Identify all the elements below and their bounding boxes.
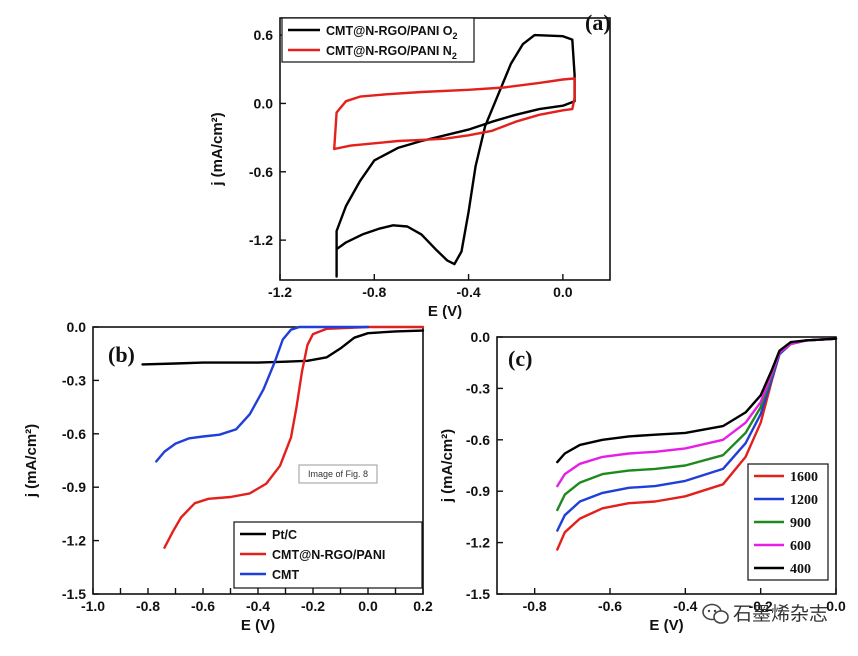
caption-overlay: Image of Fig. 8 bbox=[298, 464, 378, 484]
legend-entry: CMT bbox=[272, 568, 299, 582]
panel-label: (b) bbox=[108, 342, 135, 367]
plot-frame bbox=[496, 336, 837, 595]
series-line-600 bbox=[556, 337, 838, 488]
x-axis-label: E (V) bbox=[649, 617, 683, 634]
legend: Pt/C CMT@N-RGO/PANI CMT bbox=[233, 521, 423, 589]
legend-entry: CMT@N-RGO/PANI O2 bbox=[326, 24, 458, 41]
y-tick-label: -0.3 bbox=[62, 372, 86, 388]
legend-entry-name: 900 bbox=[790, 516, 811, 531]
x-tick-label: -0.4 bbox=[246, 598, 270, 614]
y-tick-label: -1.2 bbox=[249, 232, 273, 248]
legend-entry-subscript: 2 bbox=[452, 51, 457, 61]
series-line-pt-c bbox=[141, 329, 425, 366]
y-tick-label: -0.9 bbox=[466, 483, 490, 499]
y-tick-label: -0.6 bbox=[466, 432, 490, 448]
panel-b: -1.0 -0.8 -0.6 -0.4 -0.2 0.0 0.2 0.0 -0.3 -0.6 -0.… bbox=[23, 319, 433, 634]
legend-entry-name: 1600 bbox=[790, 470, 818, 485]
panel-label: (a) bbox=[585, 10, 611, 35]
x-tick-label: -0.8 bbox=[362, 284, 386, 300]
legend-entry-name: Pt/C bbox=[272, 528, 297, 542]
x-tick-label: 0.0 bbox=[553, 284, 573, 300]
legend-entry-name: 400 bbox=[790, 562, 811, 577]
legend-entry: 1200 bbox=[790, 493, 818, 508]
legend-entry: 900 bbox=[790, 516, 811, 531]
caption-overlay-text: Image of Fig. 8 bbox=[308, 469, 368, 479]
watermark-text: 石墨烯杂志 bbox=[733, 603, 828, 625]
y-tick-label: -1.2 bbox=[62, 533, 86, 549]
series-line-cmt-n-rgo-pani-n2 bbox=[333, 77, 576, 151]
legend-entry-name: 1200 bbox=[790, 493, 818, 508]
legend-entry: CMT@N-RGO/PANI bbox=[272, 548, 385, 562]
x-tick-label: -0.2 bbox=[749, 598, 773, 614]
y-axis-label: j (mA/cm²) bbox=[209, 112, 226, 186]
series-line-cmt bbox=[155, 325, 370, 463]
x-axis-label: E (V) bbox=[241, 617, 275, 634]
legend-entry-name: CMT bbox=[272, 568, 299, 582]
x-tick-label: -1.0 bbox=[81, 598, 105, 614]
y-tick-label: -0.6 bbox=[249, 164, 273, 180]
legend-entry: CMT@N-RGO/PANI N2 bbox=[326, 44, 457, 61]
y-tick-label: -0.3 bbox=[466, 380, 490, 396]
legend-entry-subscript: 2 bbox=[453, 31, 458, 41]
legend-entry: 400 bbox=[790, 562, 811, 577]
x-tick-label: -0.4 bbox=[673, 598, 697, 614]
y-axis-label: j (mA/cm²) bbox=[23, 424, 40, 498]
panel-label: (c) bbox=[508, 346, 532, 371]
x-axis-label: E (V) bbox=[428, 303, 462, 320]
y-tick-label: 0.0 bbox=[471, 329, 491, 345]
y-tick-label: -0.9 bbox=[62, 479, 86, 495]
x-tick-label: -0.6 bbox=[191, 598, 215, 614]
x-tick-label: -0.6 bbox=[598, 598, 622, 614]
y-tick-label: 0.0 bbox=[67, 319, 87, 335]
y-tick-label: -1.5 bbox=[62, 586, 86, 602]
legend-entry: 1600 bbox=[790, 470, 818, 485]
x-tick-label: -0.4 bbox=[457, 284, 481, 300]
y-tick-label: -0.6 bbox=[62, 426, 86, 442]
legend-entry-name: CMT@N-RGO/PANI N bbox=[326, 44, 452, 58]
x-tick-label: -0.8 bbox=[136, 598, 160, 614]
y-axis-label: j (mA/cm²) bbox=[439, 429, 456, 503]
panel-c: -0.8 -0.6 -0.4 -0.2 0.0 0.0 -0.3 -0.6 -0.9 -1.2 -1… bbox=[439, 329, 846, 634]
x-tick-label: -0.8 bbox=[523, 598, 547, 614]
legend-entry: Pt/C bbox=[272, 528, 297, 542]
watermark: 石墨烯杂志 bbox=[702, 603, 828, 625]
x-tick-label: 0.0 bbox=[826, 598, 846, 614]
y-tick-label: -1.2 bbox=[466, 535, 490, 551]
legend-box bbox=[281, 17, 475, 63]
caption-overlay-box bbox=[298, 464, 378, 484]
y-tick-label: 0.6 bbox=[254, 27, 274, 43]
series-line-cmt-n-rgo-pani bbox=[163, 325, 425, 549]
x-tick-label: 0.0 bbox=[358, 598, 378, 614]
legend-box bbox=[747, 463, 829, 581]
legend-entry-name: 600 bbox=[790, 539, 811, 554]
legend-entry: 600 bbox=[790, 539, 811, 554]
x-tick-label: -1.2 bbox=[268, 284, 292, 300]
legend-entry-name: CMT@N-RGO/PANI bbox=[272, 548, 385, 562]
x-tick-label: 0.2 bbox=[413, 598, 433, 614]
x-tick-label: -0.2 bbox=[301, 598, 325, 614]
wechat-icon bbox=[702, 603, 729, 624]
panel-a: -1.2 -0.8 -0.4 0.0 0.6 0.0 -0.6 -1.2 E (V) j (mA/… bbox=[209, 10, 611, 320]
y-tick-label: -1.5 bbox=[466, 586, 490, 602]
series-line-cmt-n-rgo-pani-o2 bbox=[335, 33, 576, 278]
y-tick-label: 0.0 bbox=[254, 95, 274, 111]
legend: 1600 1200 900 600 400 bbox=[747, 463, 829, 581]
series-line-400 bbox=[556, 337, 838, 464]
legend-entry-name: CMT@N-RGO/PANI O bbox=[326, 24, 453, 38]
